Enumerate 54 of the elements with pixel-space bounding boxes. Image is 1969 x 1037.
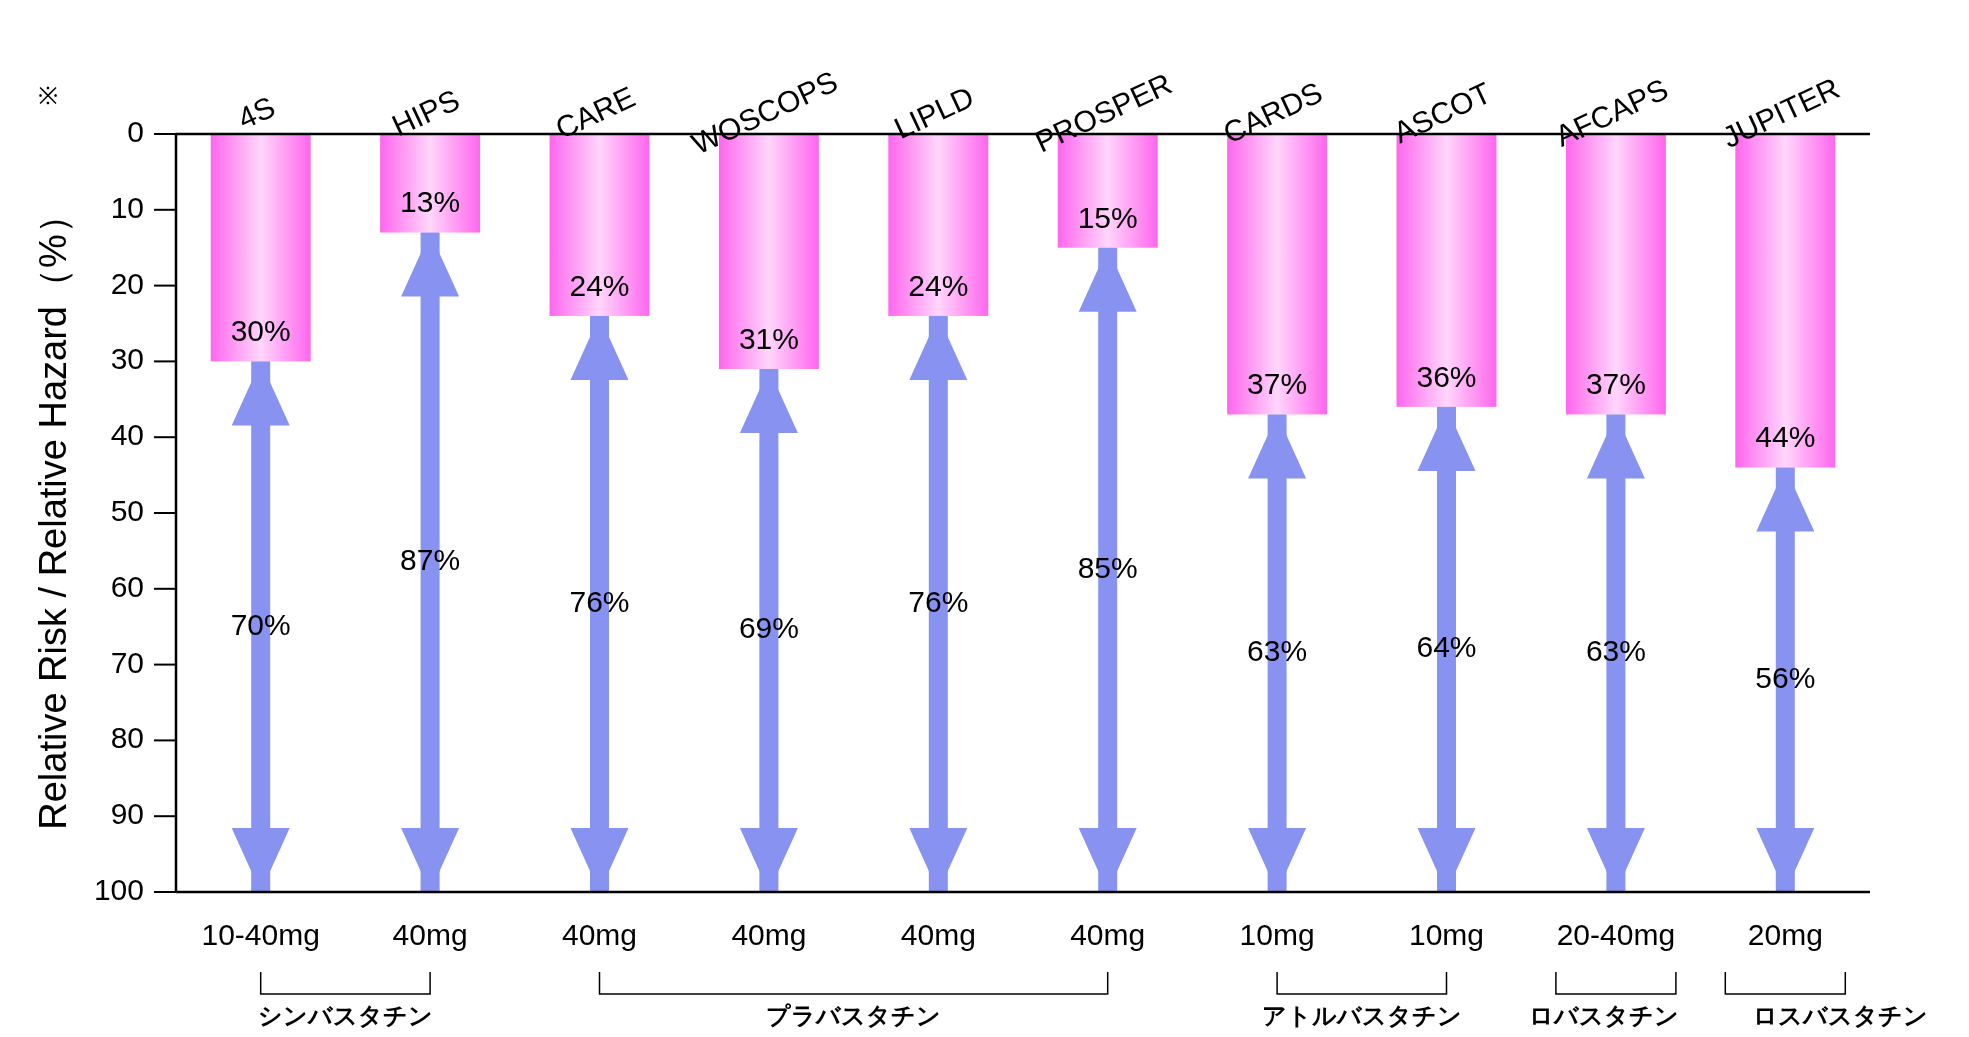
data-label: 69% xyxy=(738,611,799,645)
data-label: 37% xyxy=(1247,367,1308,401)
bar xyxy=(380,134,481,233)
data-label: 37% xyxy=(1585,367,1646,401)
y-tick-label: 60 xyxy=(110,569,144,603)
y-tick-label: 10 xyxy=(110,190,144,224)
x-tick-label: HIPS xyxy=(386,82,465,143)
data-label: 76% xyxy=(908,584,969,618)
y-tick-label: 40 xyxy=(110,418,144,452)
text: 10-40mg xyxy=(201,918,320,951)
data-label: 56% xyxy=(1755,660,1816,694)
data-label: 24% xyxy=(569,268,630,302)
y-tick-label: 70 xyxy=(110,645,144,679)
x-tick-label: CARE xyxy=(550,79,640,146)
text: シンバスタチン xyxy=(257,1002,433,1030)
y-tick-label: 0 xyxy=(127,114,144,148)
text: 40mg xyxy=(392,918,468,951)
text: アトルバスタチン xyxy=(1261,1002,1462,1030)
text: ロスバスタチン xyxy=(1752,1002,1928,1030)
data-label: 76% xyxy=(569,584,630,618)
data-label: 30% xyxy=(230,314,291,348)
y-tick-label: 90 xyxy=(110,797,144,831)
text: ※ xyxy=(38,82,58,109)
y-tick-label: 50 xyxy=(110,493,144,527)
y-axis-title: Relative Risk / Relative Hazard（%） xyxy=(32,196,75,830)
text: 10mg xyxy=(1239,918,1315,951)
data-label: 70% xyxy=(230,607,291,641)
text: 40mg xyxy=(561,918,638,951)
data-label: 63% xyxy=(1585,634,1646,668)
data-label: 31% xyxy=(738,321,799,355)
data-label: 85% xyxy=(1077,550,1138,584)
data-label: 13% xyxy=(400,185,461,219)
data-label: 15% xyxy=(1077,200,1138,234)
data-label: 24% xyxy=(908,268,969,302)
text: 40mg xyxy=(731,918,807,951)
data-label: 44% xyxy=(1755,420,1816,454)
text: 40mg xyxy=(900,918,976,951)
text: ロバスタチン xyxy=(1528,1002,1679,1030)
text: プラバスタチン xyxy=(766,1002,942,1030)
text: 10mg xyxy=(1408,918,1485,951)
x-tick-label: 4S xyxy=(232,89,280,136)
text: 20-40mg xyxy=(1556,918,1676,951)
data-label: 36% xyxy=(1416,359,1477,393)
x-tick-label: LIPLD xyxy=(889,79,979,146)
data-label: 87% xyxy=(400,543,461,577)
y-tick-label: 80 xyxy=(110,721,144,755)
bar xyxy=(549,134,650,316)
data-label: 64% xyxy=(1416,630,1477,664)
text: 40mg xyxy=(1070,918,1146,951)
y-tick-label: 30 xyxy=(110,342,144,376)
text: 20mg xyxy=(1747,918,1823,951)
data-label: 63% xyxy=(1247,634,1308,668)
y-tick-label: 100 xyxy=(93,872,144,906)
y-tick-label: 20 xyxy=(110,266,144,300)
